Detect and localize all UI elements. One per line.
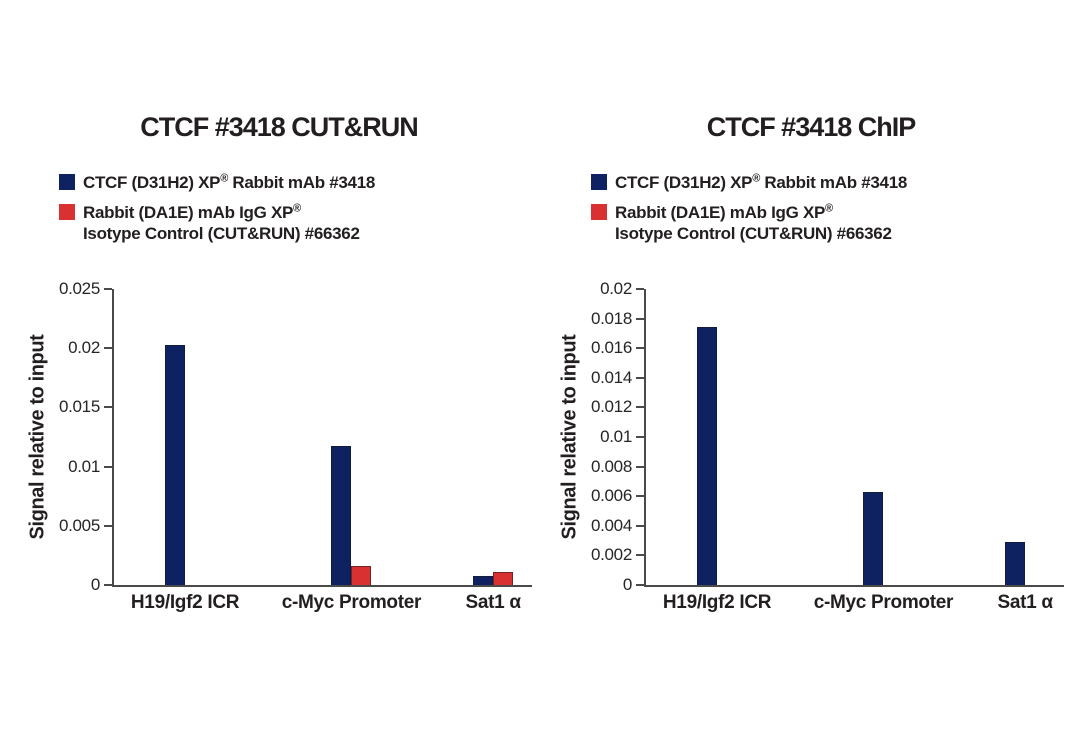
legend-label-main: CTCF (D31H2) XP xyxy=(615,173,753,192)
y-tick-label: 0.01 xyxy=(68,456,100,476)
y-tick-label: 0.014 xyxy=(590,367,632,387)
bar-ctcf-3 xyxy=(473,575,494,585)
legend-label: CTCF (D31H2) XP® Rabbit mAb #3418 xyxy=(83,172,375,193)
y-tick-mark xyxy=(104,465,112,468)
legend-label-rest: Rabbit mAb #3418 xyxy=(228,173,376,192)
y-tick-label: 0.004 xyxy=(590,515,632,535)
x-category-label: c-Myc Promoter xyxy=(281,592,422,613)
y-tick-label: 0.006 xyxy=(590,486,632,506)
x-category-label: c-Myc Promoter xyxy=(813,592,954,613)
y-tick-mark xyxy=(104,584,112,586)
y-tick-mark xyxy=(636,554,644,557)
legend-item-igg: Rabbit (DA1E) mAb IgG XP® Isotype Control… xyxy=(591,202,907,244)
plot-area: 0 0.002 0.004 0.006 0.008 0.01 0.012 0.014 0.016… xyxy=(591,279,1064,613)
bar-ctcf-1 xyxy=(165,344,186,585)
registered-mark: ® xyxy=(293,202,301,215)
chart-title: CTCF #3418 CUT&RUN xyxy=(140,112,419,142)
chart-panel-chip: CTCF #3418 ChIP CTCF (D31H2) XP® Rabbit … xyxy=(556,100,1066,660)
y-tick-mark xyxy=(636,288,644,290)
y-axis-title: Signal relative to input xyxy=(26,334,49,540)
y-tick-label: 0.002 xyxy=(590,545,632,565)
x-category-label: H19/Igf2 ICR xyxy=(662,592,772,613)
legend-label-main: Rabbit (DA1E) mAb IgG XP xyxy=(615,203,826,222)
y-tick-mark xyxy=(636,406,644,409)
chart-title: CTCF #3418 ChIP xyxy=(706,112,917,142)
bar-ctcf-2 xyxy=(863,491,884,585)
y-tick-label: 0.015 xyxy=(58,397,100,417)
legend-label-line2: Isotype Control (CUT&RUN) #66362 xyxy=(615,224,892,243)
bar-ctcf-3 xyxy=(1005,542,1026,585)
y-tick-mark xyxy=(636,436,644,438)
y-tick-label: 0.018 xyxy=(590,308,632,328)
bar-igg-2 xyxy=(351,566,372,585)
legend-item-ctcf: CTCF (D31H2) XP® Rabbit mAb #3418 xyxy=(591,172,907,193)
legend-swatch-blue xyxy=(591,174,607,190)
x-category-label: Sat1 α xyxy=(465,592,521,613)
bar-ctcf-1 xyxy=(697,327,718,585)
legend-label-main: CTCF (D31H2) XP xyxy=(83,173,221,192)
y-tick-mark xyxy=(636,495,644,498)
y-tick-mark xyxy=(104,524,112,527)
chart-panel-cutrun: CTCF #3418 CUT&RUN CTCF (D31H2) XP® Rabb… xyxy=(24,100,534,660)
y-tick-label: 0.01 xyxy=(600,427,632,446)
bar-ctcf-2 xyxy=(331,446,352,585)
registered-mark: ® xyxy=(752,172,760,185)
y-tick-mark xyxy=(104,288,112,290)
registered-mark: ® xyxy=(825,202,833,215)
y-tick-label: 0.02 xyxy=(68,338,100,358)
x-category-label: Sat1 α xyxy=(997,592,1053,613)
y-tick-mark xyxy=(104,347,112,350)
legend-label-rest: Rabbit mAb #3418 xyxy=(760,173,908,192)
y-tick-label: 0 xyxy=(90,575,100,594)
legend-swatch-red xyxy=(591,204,607,220)
x-category-label: H19/Igf2 ICR xyxy=(130,592,240,613)
y-tick-label: 0.008 xyxy=(590,456,632,476)
legend-item-igg: Rabbit (DA1E) mAb IgG XP® Isotype Control… xyxy=(59,202,375,244)
y-tick-mark xyxy=(636,524,644,527)
y-tick-mark xyxy=(636,465,644,468)
legend-label-main: Rabbit (DA1E) mAb IgG XP xyxy=(83,203,294,222)
legend-swatch-blue xyxy=(59,174,75,190)
bar-igg-3 xyxy=(493,571,514,585)
y-tick-label: 0.016 xyxy=(590,338,632,358)
legend-label: CTCF (D31H2) XP® Rabbit mAb #3418 xyxy=(615,172,907,193)
y-tick-mark xyxy=(636,376,644,379)
y-tick-label: 0.005 xyxy=(58,515,100,535)
y-tick-mark xyxy=(636,317,644,320)
legend-label: Rabbit (DA1E) mAb IgG XP® Isotype Control… xyxy=(83,202,360,244)
y-tick-label: 0 xyxy=(622,575,632,594)
legend-swatch-red xyxy=(59,204,75,220)
legend: CTCF (D31H2) XP® Rabbit mAb #3418 Rabbit… xyxy=(59,172,375,253)
y-tick-mark xyxy=(636,347,644,350)
legend-label: Rabbit (DA1E) mAb IgG XP® Isotype Control… xyxy=(615,202,892,244)
y-tick-mark xyxy=(104,406,112,409)
legend: CTCF (D31H2) XP® Rabbit mAb #3418 Rabbit… xyxy=(591,172,907,253)
legend-item-ctcf: CTCF (D31H2) XP® Rabbit mAb #3418 xyxy=(59,172,375,193)
plot-area: 0 0.005 0.01 0.015 0.02 0.025 H19/Igf2 ICR c-My… xyxy=(59,279,532,613)
y-tick-label: 0.025 xyxy=(58,279,100,298)
y-tick-label: 0.012 xyxy=(590,397,632,417)
y-tick-label: 0.02 xyxy=(600,279,632,298)
registered-mark: ® xyxy=(220,172,228,185)
y-tick-mark xyxy=(636,584,644,586)
legend-label-line2: Isotype Control (CUT&RUN) #66362 xyxy=(83,224,360,243)
